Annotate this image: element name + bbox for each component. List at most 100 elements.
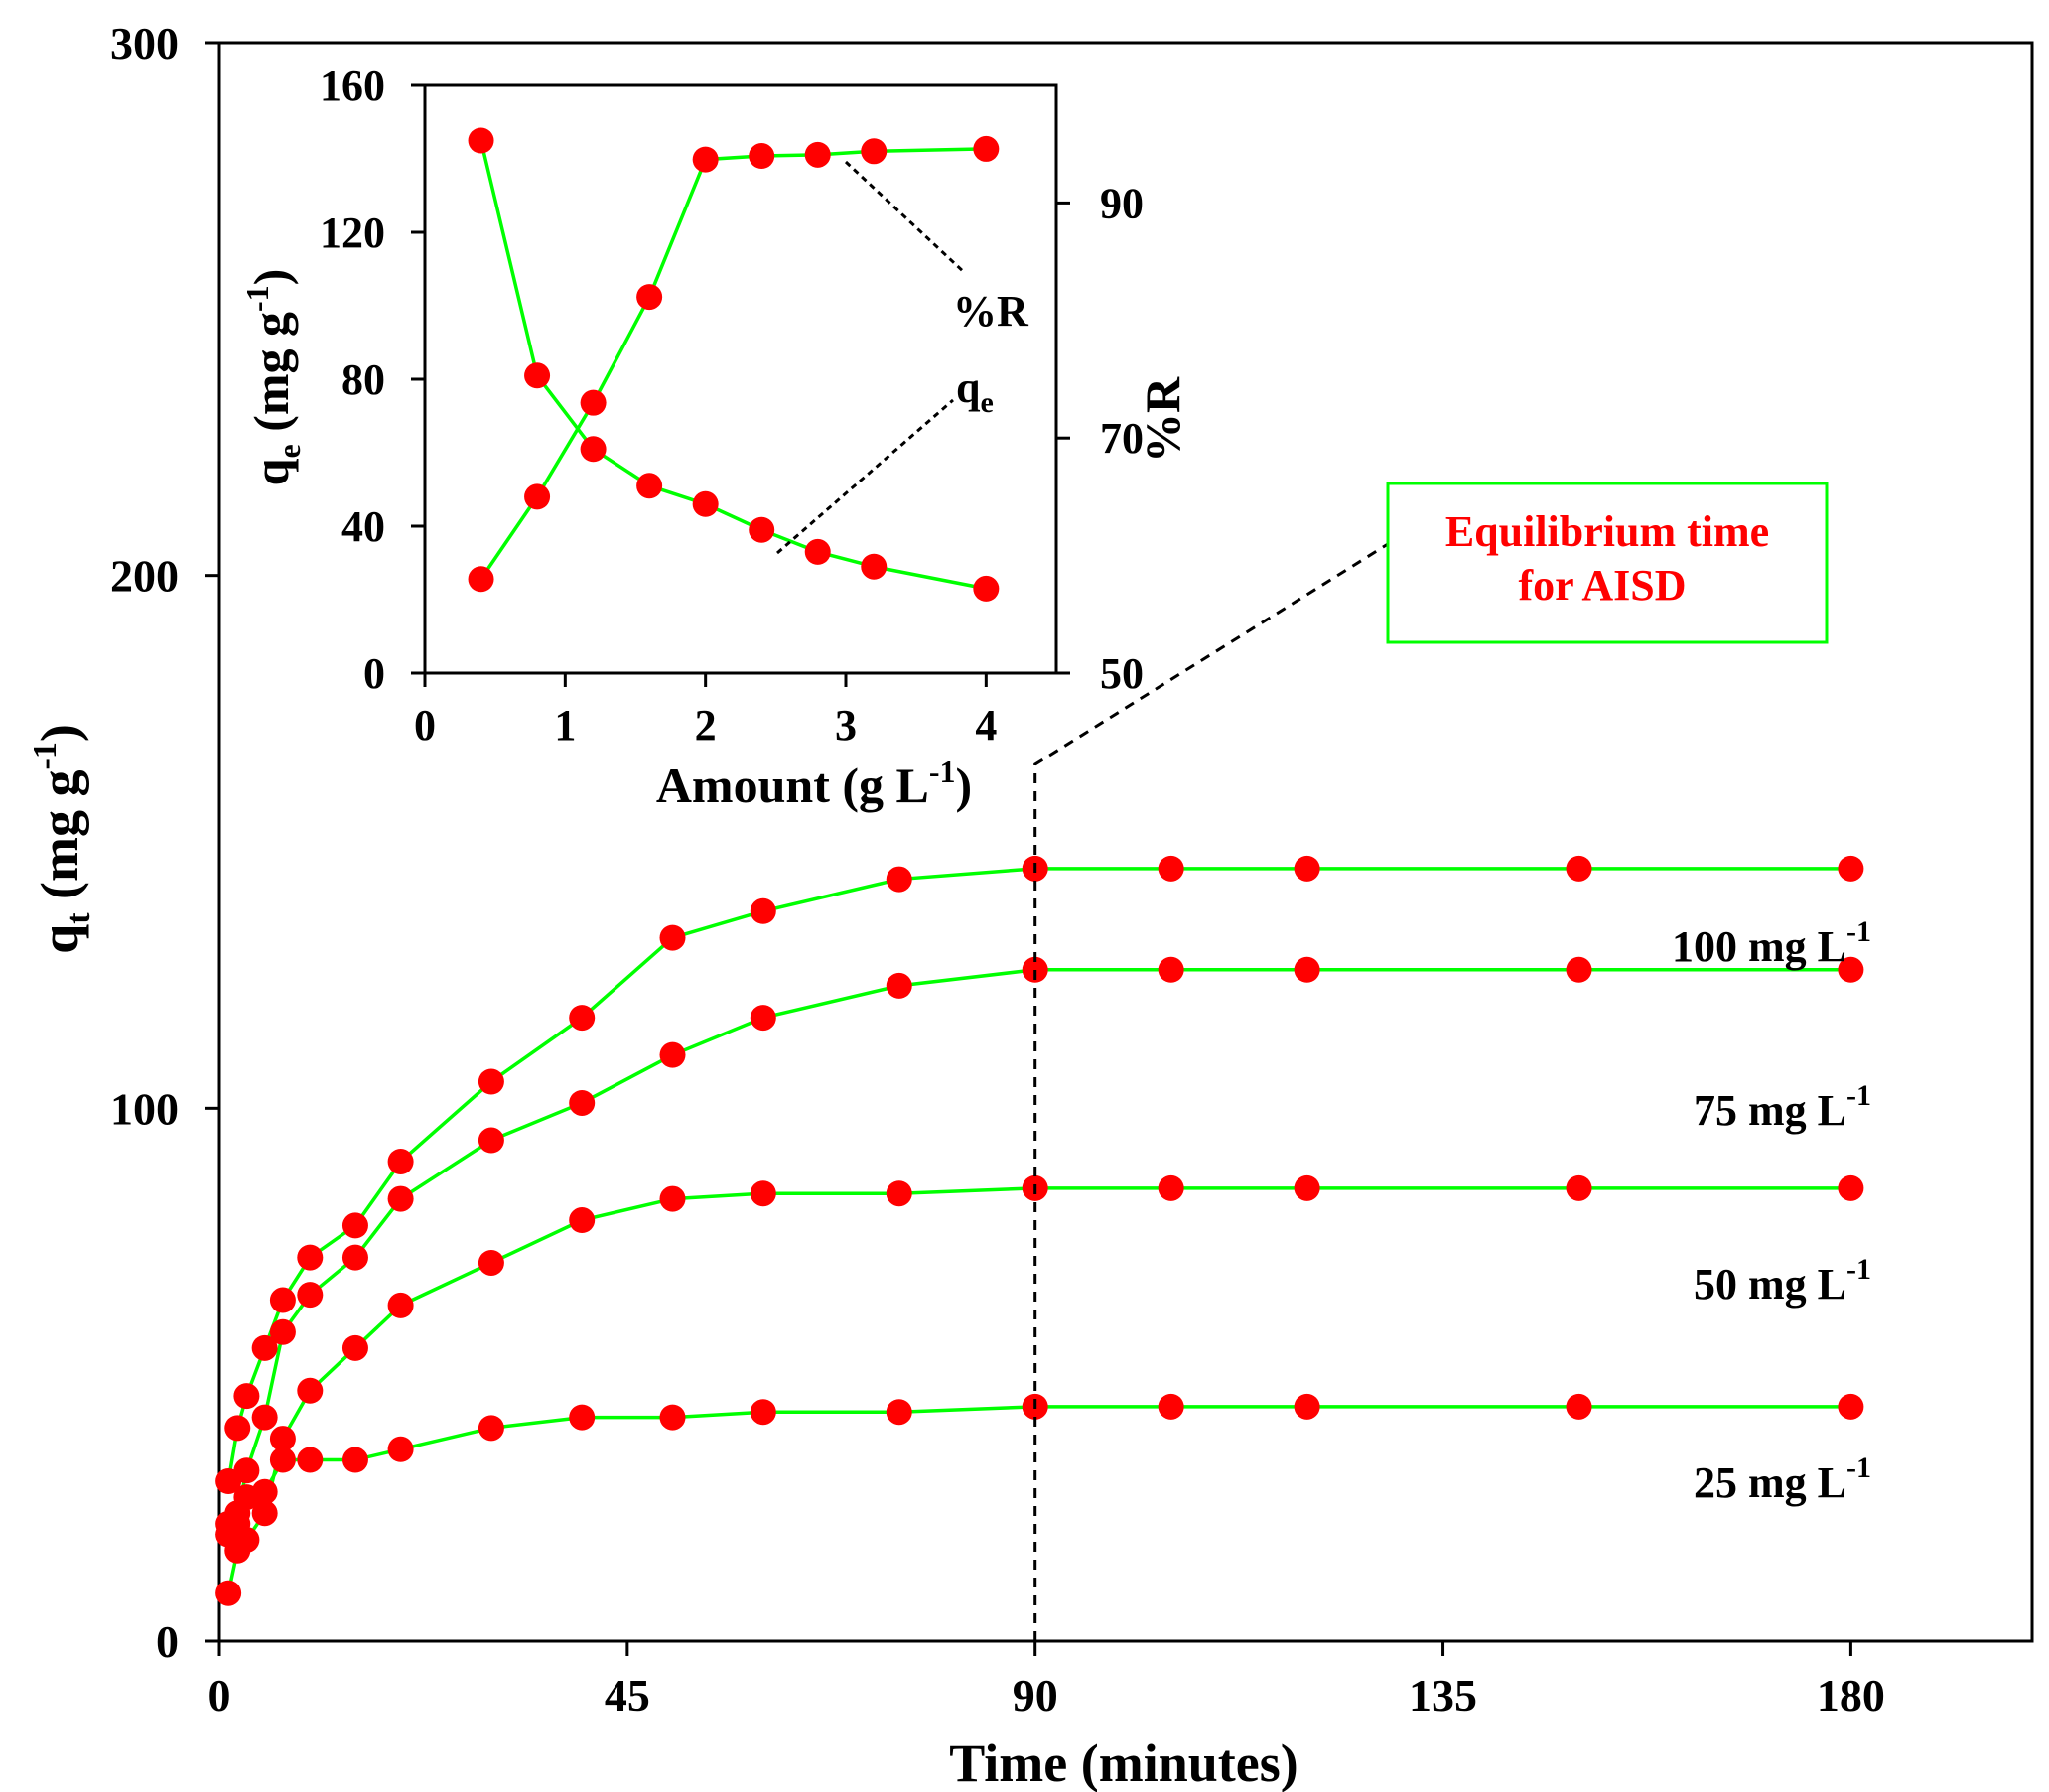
main-data-point	[569, 1404, 596, 1431]
main-data-point	[1838, 956, 1864, 983]
main-data-point	[233, 1457, 260, 1484]
main-data-point	[569, 1005, 596, 1032]
main-data-point	[1838, 1393, 1864, 1420]
inset-data-point	[804, 141, 831, 168]
inset-x-tick-label: 2	[695, 701, 717, 750]
main-data-point	[387, 1149, 414, 1174]
main-data-point	[569, 1089, 596, 1116]
main-y-tick-label: 0	[156, 1616, 179, 1667]
main-y-tick-label: 300	[110, 18, 179, 69]
inset-data-point	[580, 389, 607, 416]
main-data-point	[1294, 956, 1320, 983]
main-data-point	[297, 1282, 324, 1309]
main-data-point	[342, 1334, 368, 1361]
main-x-tick-label: 45	[605, 1670, 650, 1721]
inset-data-point	[524, 362, 551, 389]
main-data-point	[659, 1185, 686, 1212]
main-data-point	[569, 1207, 596, 1234]
main-data-point	[886, 866, 912, 893]
main-data-point	[251, 1334, 278, 1361]
main-data-point	[1294, 1174, 1320, 1201]
inset-data-point	[749, 143, 775, 170]
main-y-title-rest: (mg g	[30, 769, 89, 912]
inset-data-point	[749, 516, 775, 543]
inset-qe-label-sub: e	[980, 386, 993, 419]
main-data-point	[215, 1580, 242, 1606]
main-x-tick-label: 90	[1013, 1670, 1058, 1721]
series-label-base: 75 mg L	[1694, 1086, 1846, 1135]
inset-data-point	[524, 483, 551, 510]
main-plot-frame	[217, 41, 2034, 1643]
inset-x-title-sup: -1	[929, 754, 956, 789]
inset-x-tick-label: 4	[975, 701, 997, 750]
inset-data-point	[692, 146, 719, 173]
main-y-title-base: q	[30, 924, 89, 954]
main-data-point	[750, 897, 776, 924]
main-data-point	[387, 1185, 414, 1212]
main-y-title-sub: t	[61, 912, 97, 924]
main-x-tick-label: 0	[208, 1670, 231, 1721]
inset-y-left-tick-label: 40	[342, 502, 385, 551]
inset-x-tick-label: 0	[414, 701, 436, 750]
inset-y-right-axis-title: %R	[1135, 376, 1190, 463]
inset-qe-label: qe	[956, 363, 994, 419]
inset-y-right-tick-label: 50	[1100, 649, 1144, 698]
main-data-point	[387, 1436, 414, 1462]
main-data-point	[297, 1377, 324, 1404]
equilibrium-annotation-box	[1386, 482, 1829, 644]
series-label-sup: -1	[1846, 915, 1871, 948]
main-x-tick-label: 135	[1409, 1670, 1477, 1721]
inset-percent-r-label: %R	[953, 287, 1029, 336]
equilibrium-reference-line	[1033, 542, 1389, 1641]
series-label-sup: -1	[1846, 1451, 1871, 1484]
main-data-point	[478, 1068, 504, 1095]
main-data-point	[1838, 855, 1864, 882]
main-data-point	[1158, 1393, 1184, 1420]
inset-y-right-tick-label: 90	[1100, 179, 1144, 227]
inset-y-left-tick-label: 160	[320, 62, 385, 110]
main-data-point	[342, 1212, 368, 1239]
main-data-point	[478, 1415, 504, 1442]
inset-data-point	[861, 553, 888, 580]
main-data-point	[224, 1415, 251, 1442]
series-label: 100 mg L-1	[1672, 915, 1871, 971]
main-data-point	[342, 1447, 368, 1473]
main-data-point	[886, 1180, 912, 1207]
main-data-point	[478, 1249, 504, 1276]
main-data-point	[1838, 1174, 1864, 1201]
inset-y-left-tick-label: 0	[363, 649, 385, 698]
inset-data-point	[636, 473, 663, 499]
main-data-point	[1022, 956, 1048, 983]
main-data-point	[886, 972, 912, 999]
inset-data-point	[692, 490, 719, 517]
main-data-point	[1158, 1174, 1184, 1201]
inset-data-point	[973, 135, 1000, 162]
inset-y-right-tick-label: 70	[1100, 414, 1144, 463]
main-data-point	[1158, 956, 1184, 983]
equilibrium-annotation-line1: Equilibrium time	[1445, 507, 1769, 556]
main-data-point	[1294, 1393, 1320, 1420]
inset-y-left-title-sub: e	[271, 444, 307, 458]
inset-data-point	[804, 538, 831, 565]
inset-data-point	[861, 138, 888, 165]
inset-y-left-tick-label: 80	[342, 355, 385, 404]
main-data-point	[1294, 855, 1320, 882]
main-data-point	[269, 1426, 296, 1452]
main-series	[215, 855, 1864, 1606]
series-label-sup: -1	[1846, 1253, 1871, 1286]
main-data-point	[224, 1510, 251, 1537]
series-label-sup: -1	[1846, 1079, 1871, 1112]
main-data-point	[659, 1041, 686, 1068]
main-y-tick-label: 100	[110, 1083, 179, 1134]
inset-data-point	[580, 436, 607, 463]
main-data-point	[269, 1287, 296, 1313]
inset-y-left-title-sup: -1	[239, 285, 275, 312]
main-data-point	[750, 1399, 776, 1426]
main-data-point	[251, 1478, 278, 1505]
series-label-base: 100 mg L	[1672, 922, 1846, 971]
inset-data-point	[636, 284, 663, 311]
main-y-axis-title: qt (mg g-1)	[27, 724, 97, 954]
